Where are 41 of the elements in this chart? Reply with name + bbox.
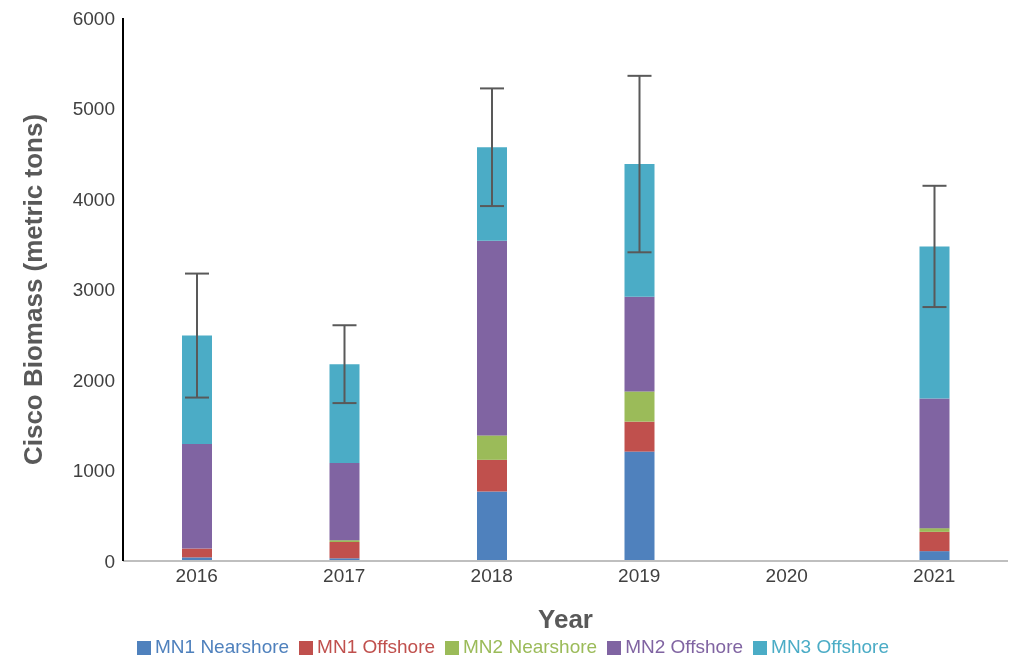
- x-axis-title: Year: [538, 604, 593, 634]
- bar: [329, 364, 360, 464]
- legend-label: MN1 Nearshore: [155, 636, 290, 657]
- bar: [329, 542, 360, 559]
- y-axis-title: Cisco Biomass (metric tons): [18, 113, 49, 466]
- legend-label: MN3 Offshore: [771, 636, 889, 657]
- y-tick-label: 1000: [72, 460, 115, 482]
- y-tick-label: 6000: [72, 7, 115, 29]
- bar: [477, 147, 507, 241]
- bar: [624, 391, 655, 422]
- legend-label: MN1 Offshore: [317, 636, 436, 657]
- bar: [182, 335, 212, 444]
- x-tick-label: 2019: [618, 565, 661, 587]
- bar: [477, 435, 507, 460]
- bar: [919, 398, 950, 529]
- y-tick-label: 2000: [72, 369, 115, 391]
- x-tick-label: 2016: [175, 565, 218, 587]
- x-tick-label: 2020: [765, 565, 808, 587]
- bar: [624, 421, 655, 452]
- bar: [624, 451, 655, 561]
- bar: [919, 551, 950, 561]
- bar: [329, 463, 360, 541]
- bar: [182, 548, 212, 558]
- bar: [919, 246, 950, 399]
- y-tick-label: 0: [104, 550, 115, 572]
- x-tick-label: 2017: [323, 565, 366, 587]
- x-tick-label: 2018: [470, 565, 513, 587]
- bar: [919, 528, 950, 532]
- bar: [182, 443, 212, 549]
- bar: [624, 164, 655, 297]
- bar: [477, 240, 507, 436]
- bar: [477, 459, 507, 492]
- bar: [919, 531, 950, 552]
- x-tick-label: 2021: [913, 565, 956, 587]
- y-tick-label: 3000: [72, 279, 115, 301]
- bar: [477, 491, 507, 561]
- legend-label: MN2 Nearshore: [463, 636, 598, 657]
- y-tick-label: 5000: [72, 98, 115, 120]
- legend-label: MN2 Offshore: [625, 636, 744, 657]
- y-tick-label: 4000: [72, 188, 115, 210]
- bar: [624, 296, 655, 392]
